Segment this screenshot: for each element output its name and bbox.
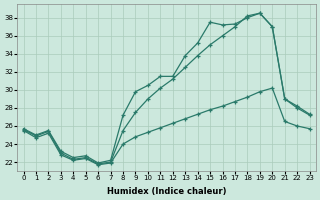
- X-axis label: Humidex (Indice chaleur): Humidex (Indice chaleur): [107, 187, 226, 196]
